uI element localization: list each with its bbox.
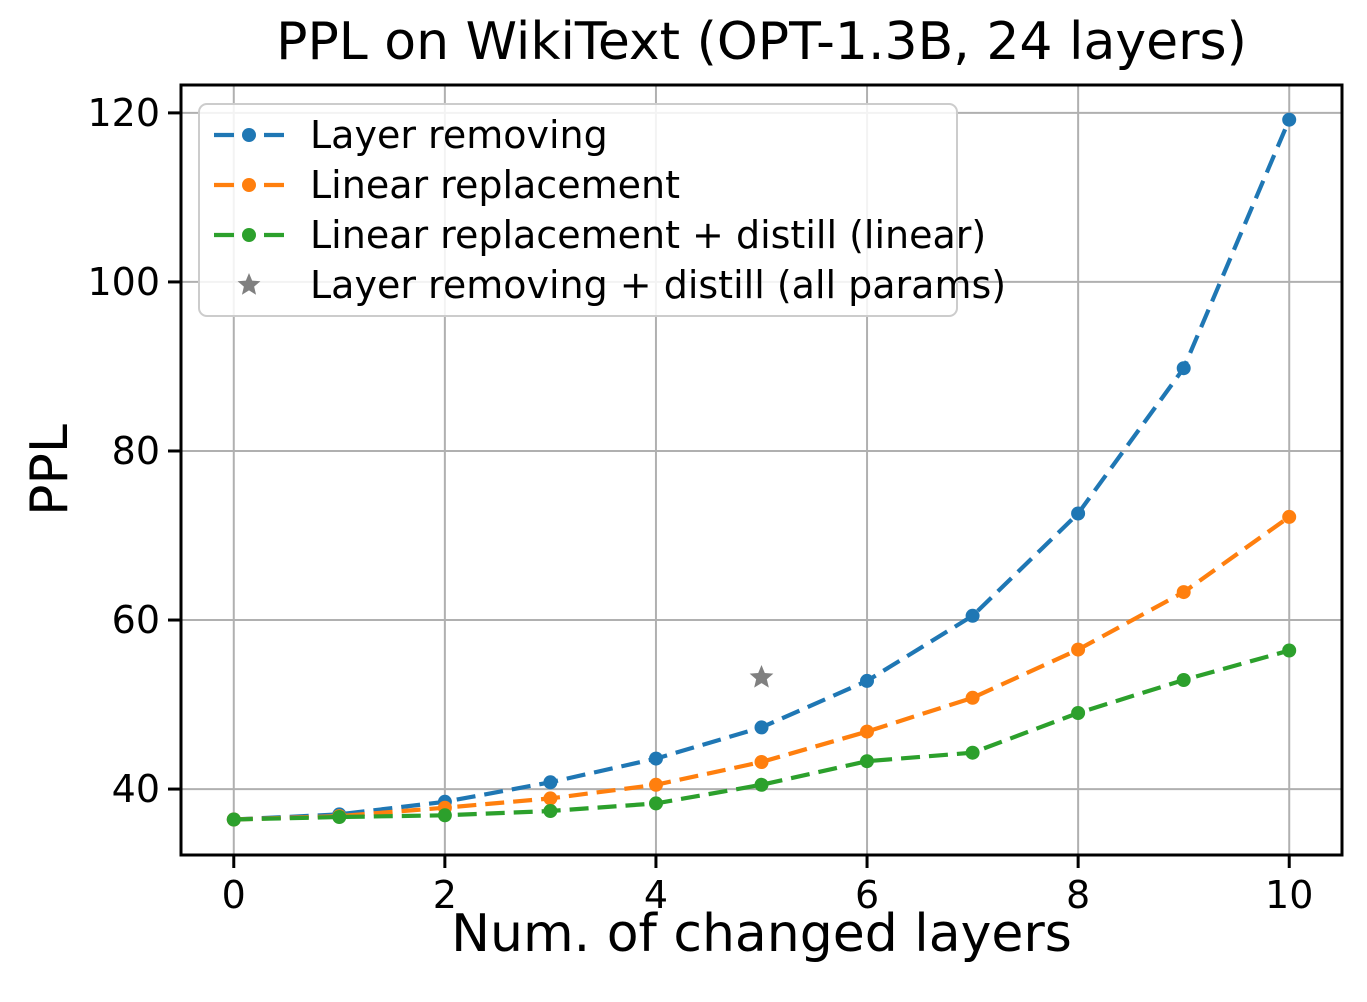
legend-line-marker-icon xyxy=(214,168,284,202)
data-point-linear-replacement-distill-linear xyxy=(965,745,980,760)
data-point-layer-removing xyxy=(965,608,980,623)
y-tick-label: 60 xyxy=(112,598,160,642)
data-point-linear-replacement-distill-linear xyxy=(226,812,241,827)
x-tick-label: 4 xyxy=(644,873,668,917)
data-point-layer-removing xyxy=(1176,361,1191,376)
data-point-linear-replacement-distill-linear xyxy=(332,810,347,824)
legend-label: Linear replacement + distill (linear) xyxy=(310,213,987,257)
data-point-linear-replacement-distill-linear xyxy=(1282,643,1297,658)
data-point-linear-replacement-distill-linear xyxy=(754,777,769,792)
legend-item: Linear replacement xyxy=(214,161,946,209)
axes-spines xyxy=(179,83,1344,857)
data-point-linear-replacement xyxy=(965,690,980,705)
data-point-linear-replacement-distill-linear xyxy=(1176,673,1191,687)
series-line-linear-replacement-distill-linear xyxy=(233,648,1290,822)
data-point-layer-removing xyxy=(543,775,558,790)
legend-item: Layer removing xyxy=(214,111,946,159)
data-point-linear-replacement-distill-linear xyxy=(860,754,874,769)
y-tick-label: 40 xyxy=(112,767,160,811)
legend: Layer removing Linear replacement Linear r… xyxy=(198,103,1006,317)
x-tick-label: 10 xyxy=(1265,873,1313,917)
x-tick-label: 0 xyxy=(222,873,246,917)
legend-label: Layer removing + distill (all params) xyxy=(310,263,1007,307)
legend-label: Linear replacement xyxy=(310,163,680,207)
legend-item: Layer removing + distill (all params) xyxy=(214,261,1006,309)
data-point-linear-replacement-distill-linear xyxy=(543,804,558,818)
y-tick-label: 120 xyxy=(87,91,160,135)
data-point-linear-replacement xyxy=(754,755,769,769)
data-point-linear-replacement xyxy=(1282,509,1297,524)
x-tick-label: 8 xyxy=(1066,873,1090,917)
legend-item: Linear replacement + distill (linear) xyxy=(214,211,986,259)
data-point-linear-replacement xyxy=(860,724,874,739)
data-point-linear-replacement xyxy=(543,791,558,806)
data-point-layer-removing xyxy=(649,751,663,766)
data-point-linear-replacement-distill-linear xyxy=(437,808,452,823)
data-point-layer-removing xyxy=(754,720,769,735)
legend-line-marker-icon xyxy=(214,218,284,252)
x-axis-label: Num. of changed layers xyxy=(451,904,1072,964)
chart-title: PPL on WikiText (OPT-1.3B, 24 layers) xyxy=(276,12,1247,72)
y-tick-label: 80 xyxy=(112,429,160,473)
x-tick-label: 6 xyxy=(855,873,879,917)
y-tick-label: 100 xyxy=(87,260,160,304)
data-point-linear-replacement xyxy=(1071,642,1086,657)
data-point-layer-removing xyxy=(1282,112,1297,127)
data-point-linear-replacement xyxy=(649,777,663,792)
legend-label: Layer removing xyxy=(310,113,608,157)
series-line-linear-replacement xyxy=(233,515,1291,822)
legend-star-marker-icon xyxy=(214,268,284,302)
data-point-linear-replacement xyxy=(1176,585,1191,600)
data-point-layer-removing xyxy=(860,673,874,688)
star-marker-layer-removing-distill-all-params xyxy=(749,665,774,688)
x-tick-label: 2 xyxy=(433,873,457,917)
data-point-linear-replacement-distill-linear xyxy=(649,796,663,811)
data-point-linear-replacement-distill-linear xyxy=(1071,706,1086,720)
legend-line-marker-icon xyxy=(214,118,284,152)
data-point-layer-removing xyxy=(1071,506,1086,521)
